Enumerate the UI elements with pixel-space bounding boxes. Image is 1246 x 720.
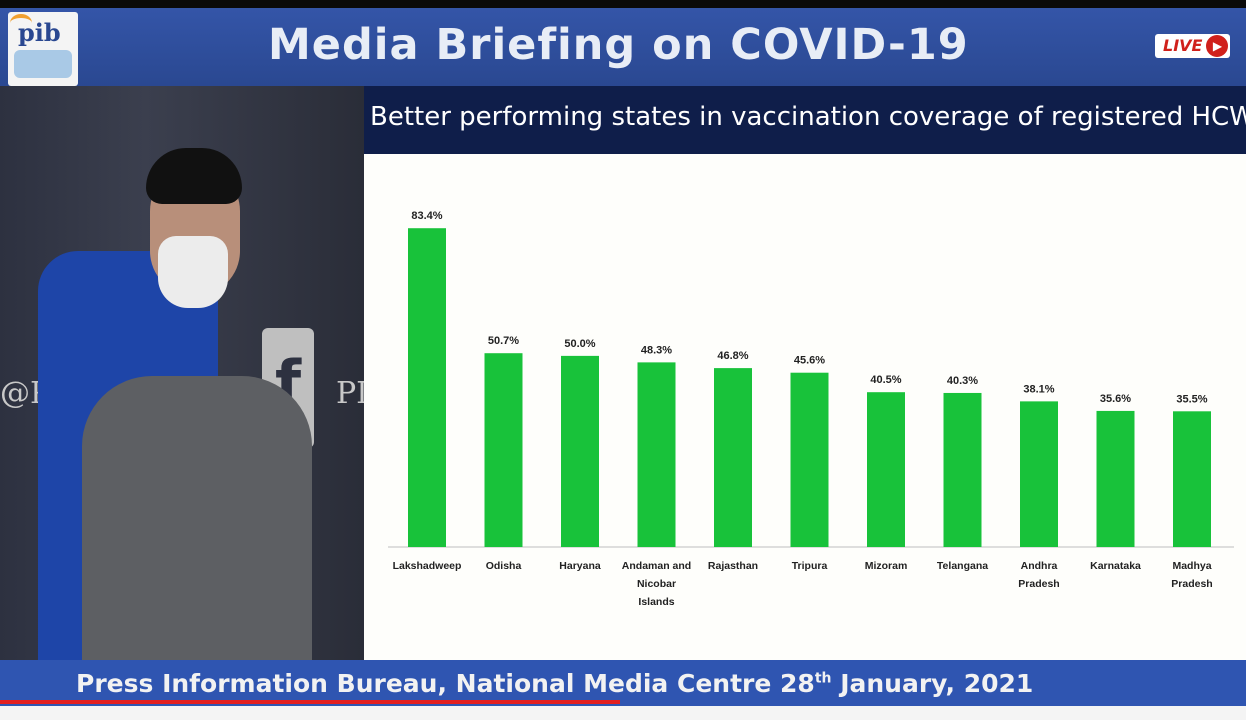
category-label-7-0: Telangana bbox=[937, 560, 988, 572]
category-label-6-0: Mizoram bbox=[865, 560, 908, 572]
footer-sup: th bbox=[814, 670, 832, 687]
top-edge bbox=[0, 0, 1246, 8]
value-label-8: 38.1% bbox=[1023, 383, 1054, 395]
value-label-10: 35.5% bbox=[1176, 393, 1207, 405]
category-label-2-0: Haryana bbox=[559, 560, 601, 572]
slide-header: Better performing states in vaccination … bbox=[364, 86, 1246, 154]
bar-1 bbox=[484, 353, 523, 547]
category-label-8-0: Andhra bbox=[1021, 560, 1058, 572]
footer-text: Press Information Bureau, National Media… bbox=[76, 669, 1033, 698]
bar-4 bbox=[714, 368, 752, 547]
logo-text: pib bbox=[18, 18, 61, 47]
bar-10 bbox=[1173, 411, 1211, 547]
category-label-3-1: Nicobar bbox=[637, 578, 676, 590]
logo-mask-icon bbox=[14, 50, 72, 78]
live-label: LIVE bbox=[1163, 36, 1203, 55]
bar-5 bbox=[790, 372, 829, 547]
player-bar[interactable] bbox=[0, 706, 1246, 720]
category-label-9-0: Karnataka bbox=[1090, 560, 1141, 572]
value-label-4: 46.8% bbox=[717, 350, 748, 362]
bar-6 bbox=[867, 392, 905, 547]
category-label-3-2: Islands bbox=[638, 596, 674, 608]
value-label-1: 50.7% bbox=[488, 335, 519, 347]
category-label-10-1: Pradesh bbox=[1171, 578, 1212, 590]
pib-logo: pib bbox=[8, 12, 78, 86]
bar-0 bbox=[408, 228, 446, 547]
bar-3 bbox=[637, 362, 676, 547]
footer-suffix: January, 2021 bbox=[831, 669, 1034, 698]
value-label-2: 50.0% bbox=[564, 338, 595, 350]
value-label-9: 35.6% bbox=[1100, 393, 1131, 405]
bar-9 bbox=[1096, 410, 1135, 547]
category-label-8-1: Pradesh bbox=[1018, 578, 1059, 590]
value-label-0: 83.4% bbox=[411, 210, 442, 222]
speaker-hair bbox=[146, 148, 242, 204]
header-banner: pib Media Briefing on COVID-19 LIVE ▶ bbox=[0, 8, 1246, 86]
slide-body: 83.4% Lakshadweep 50.7% Odisha 50.0% Haryana 4… bbox=[364, 154, 1246, 660]
speaker-video: @PII PI f bbox=[0, 86, 364, 660]
speaker-suit bbox=[82, 376, 312, 660]
footer-prefix: Press Information Bureau, National Media… bbox=[76, 669, 815, 698]
category-label-4-0: Rajasthan bbox=[708, 560, 758, 572]
value-label-6: 40.5% bbox=[870, 374, 901, 386]
category-label-0-0: Lakshadweep bbox=[393, 560, 462, 572]
video-progress[interactable] bbox=[0, 700, 620, 704]
page-title: Media Briefing on COVID-19 bbox=[268, 20, 969, 70]
live-badge[interactable]: LIVE ▶ bbox=[1155, 34, 1231, 58]
value-label-7: 40.3% bbox=[947, 375, 978, 387]
category-label-5-0: Tripura bbox=[792, 560, 828, 572]
bar-8 bbox=[1020, 401, 1058, 547]
backdrop-text-right: PI bbox=[336, 376, 364, 411]
bar-chart: 83.4% Lakshadweep 50.7% Odisha 50.0% Haryana 4… bbox=[388, 210, 1234, 608]
play-icon: ▶ bbox=[1206, 35, 1229, 57]
bar-2 bbox=[561, 355, 599, 547]
category-label-1-0: Odisha bbox=[486, 560, 522, 572]
bar-7 bbox=[943, 392, 982, 547]
face-mask bbox=[158, 236, 228, 308]
footer-banner: Press Information Bureau, National Media… bbox=[0, 660, 1246, 706]
category-label-10-0: Madhya bbox=[1172, 560, 1211, 572]
value-label-3: 48.3% bbox=[641, 344, 672, 356]
slide-title: Better performing states in vaccination … bbox=[370, 102, 1246, 132]
logo-arc-icon bbox=[10, 14, 32, 32]
value-label-5: 45.6% bbox=[794, 355, 825, 367]
category-label-3-0: Andaman and bbox=[622, 560, 691, 572]
